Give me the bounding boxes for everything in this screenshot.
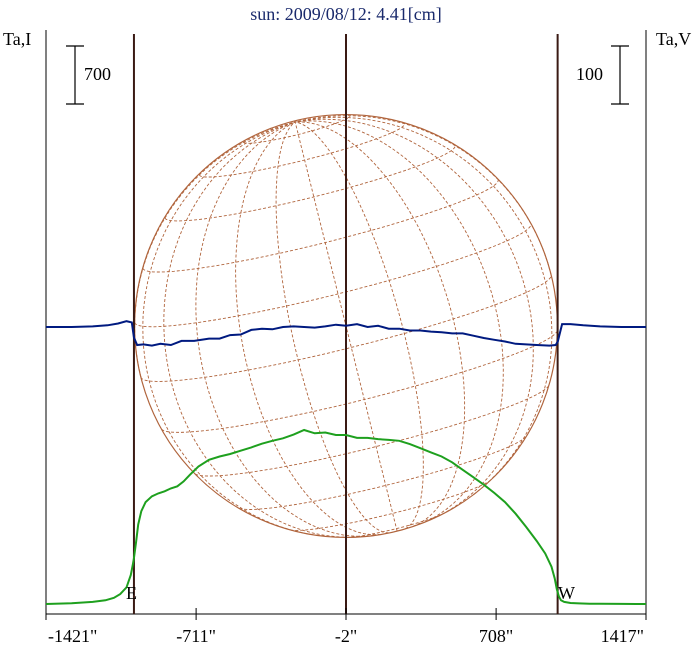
parallel-line	[161, 330, 558, 433]
meridian-line	[163, 121, 360, 538]
meridian-line	[295, 121, 424, 530]
parallel-line	[239, 436, 527, 510]
parallel-line	[134, 223, 532, 328]
right-axis-label: Ta,V	[656, 29, 691, 49]
x-tick-label: -2"	[335, 626, 357, 646]
meridian-line	[235, 121, 381, 536]
meridian-line	[195, 121, 375, 537]
chart-title: sun: 2009/08/12: 4.41[cm]	[250, 4, 442, 24]
series-intensity-line	[45, 428, 647, 605]
parallel-line	[199, 123, 405, 178]
parallel-line	[290, 479, 492, 531]
x-tick-label: 708"	[479, 626, 513, 646]
right-scale-bar	[611, 45, 629, 105]
x-tick-label: -711"	[176, 626, 216, 646]
parallel-line	[142, 179, 499, 273]
x-ticks: -1421" -711" -2" 708" 1417"	[45, 608, 647, 646]
x-tick-label: 1417"	[601, 626, 644, 646]
parallel-line	[195, 385, 549, 477]
meridian-line	[295, 118, 534, 520]
meridian-line	[275, 121, 389, 534]
parallel-line	[347, 512, 445, 538]
limb-lines	[132, 34, 559, 614]
right-scale-label: 100	[576, 64, 603, 84]
meridian-line	[142, 121, 313, 536]
meridian-line	[294, 121, 398, 532]
parallel-line	[140, 274, 552, 382]
parallel-line	[164, 145, 456, 222]
left-scale-label: 700	[84, 64, 111, 84]
series-polarization-line	[46, 320, 646, 347]
left-axis-label: Ta,I	[3, 29, 31, 49]
left-scale-bar	[66, 45, 84, 105]
meridian-line	[295, 121, 466, 527]
east-limb-label: E	[126, 583, 137, 603]
meridian-line	[295, 120, 504, 525]
x-tick-label: -1421"	[48, 626, 97, 646]
parallel-line	[243, 115, 351, 144]
west-limb-label: W	[558, 583, 575, 603]
meridian-line	[295, 116, 553, 495]
